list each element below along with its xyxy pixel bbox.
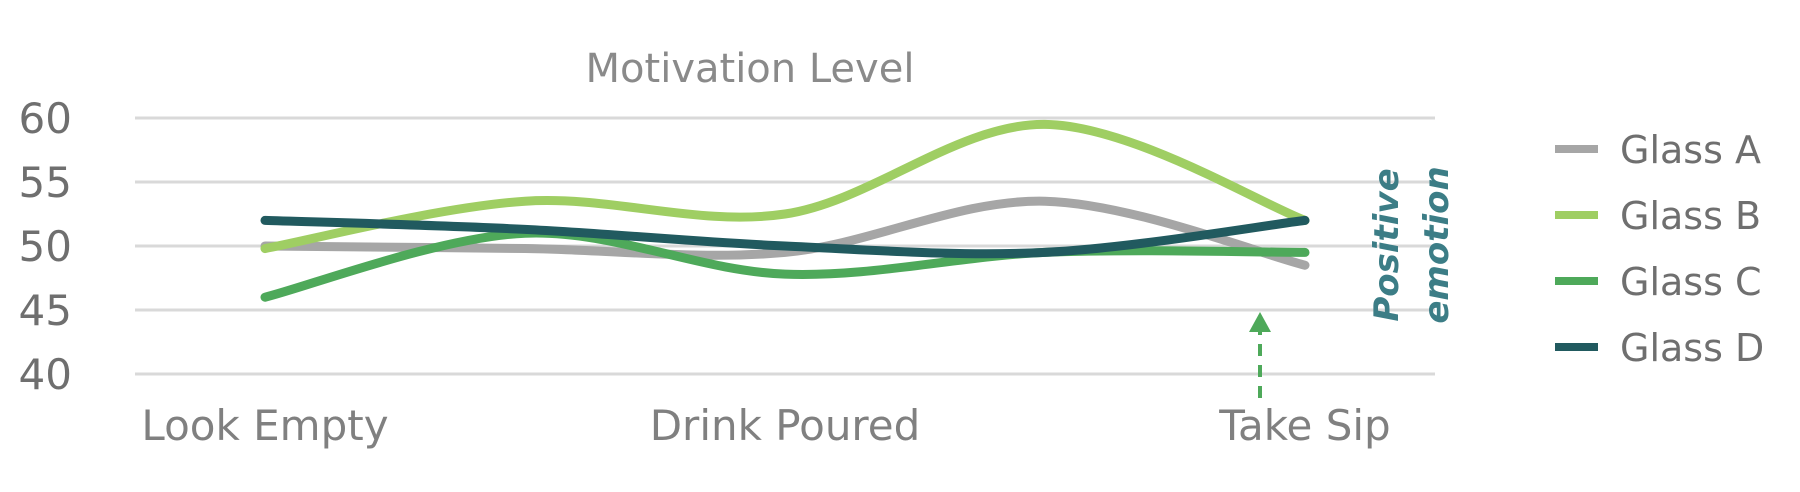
annotation-text: Positive emotion bbox=[1367, 166, 1457, 323]
series-line-glass-d bbox=[260, 215, 1310, 259]
y-tick-label: 60 bbox=[19, 94, 72, 143]
series-line-glass-b bbox=[260, 119, 1310, 254]
series-line-glass-c bbox=[260, 228, 1310, 302]
annotation-text-line: Positive bbox=[1367, 168, 1407, 321]
annotation-text-line: emotion bbox=[1417, 166, 1457, 323]
y-tick-label: 40 bbox=[19, 350, 72, 399]
legend-label-glass-a: Glass A bbox=[1620, 128, 1761, 172]
y-tick-label: 45 bbox=[19, 286, 72, 335]
series-lines bbox=[260, 119, 1310, 302]
x-axis-ticks: Look Empty Drink Poured Take Sip bbox=[141, 401, 1390, 450]
legend-label-glass-b: Glass B bbox=[1620, 194, 1761, 238]
x-tick-label: Drink Poured bbox=[650, 401, 921, 450]
legend-label-glass-c: Glass C bbox=[1620, 260, 1762, 304]
chart-title: Motivation Level bbox=[586, 46, 915, 92]
y-axis-ticks: 40 45 50 55 60 bbox=[19, 94, 72, 399]
legend: Glass A Glass B Glass C Glass D bbox=[1555, 128, 1764, 370]
x-tick-label: Take Sip bbox=[1218, 401, 1390, 450]
y-tick-label: 55 bbox=[19, 158, 72, 207]
legend-label-glass-d: Glass D bbox=[1620, 326, 1764, 370]
y-tick-label: 50 bbox=[19, 222, 72, 271]
x-tick-label: Look Empty bbox=[141, 401, 388, 450]
positive-emotion-annotation: Positive emotion bbox=[1249, 166, 1457, 398]
annotation-arrow-head bbox=[1249, 312, 1271, 332]
